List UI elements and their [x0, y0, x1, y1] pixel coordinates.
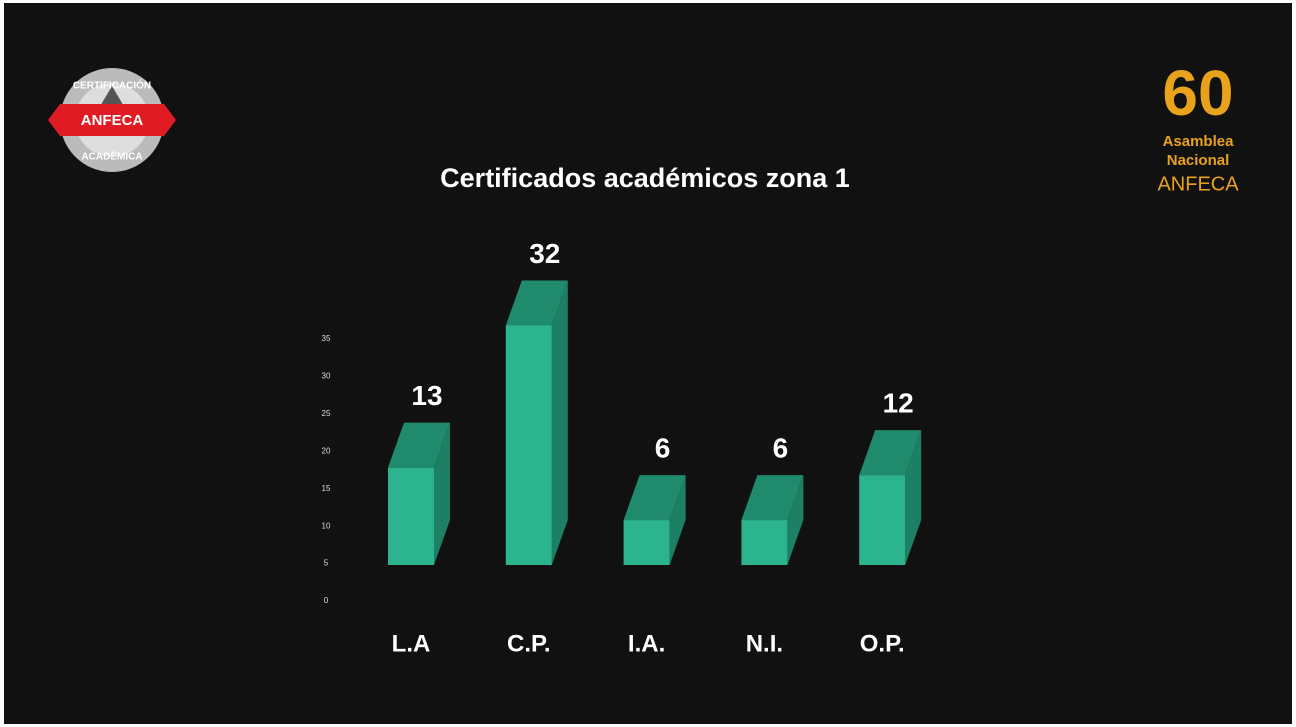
logo-band — [48, 104, 176, 136]
bar-side — [551, 280, 568, 565]
bar-side — [905, 430, 922, 565]
y-tick-label: 10 — [322, 521, 331, 530]
bar-side — [787, 475, 804, 565]
logo-text: ACADÉMICA — [81, 150, 142, 163]
logo-text: ANFECA — [81, 112, 144, 129]
logo-number: 60 — [1162, 57, 1233, 129]
left-logo: CERTIFICACIÓN ANFECA ACADÉMICA — [48, 68, 176, 172]
y-tick-label: 5 — [324, 559, 329, 568]
x-tick-label: N.I. — [746, 630, 783, 657]
x-tick-label: I.A. — [628, 630, 665, 657]
x-tick-label: C.P. — [507, 630, 551, 657]
bar-side — [669, 475, 686, 565]
background — [4, 3, 1292, 724]
bar-top — [388, 422, 450, 468]
x-tick-label: O.P. — [860, 630, 905, 657]
bar — [505, 325, 552, 565]
bar — [859, 475, 906, 565]
right-logo: 60 Asamblea Nacional ANFECA — [1157, 57, 1239, 195]
value-label: 6 — [773, 432, 789, 463]
bar-side — [434, 422, 450, 565]
logo-text: CERTIFICACIÓN — [73, 79, 151, 92]
bar — [623, 520, 670, 565]
value-label: 13 — [411, 380, 442, 411]
value-label: 32 — [529, 238, 560, 269]
bar-top — [505, 280, 568, 326]
chart-title: Certificados académicos zona 1 — [440, 163, 850, 193]
x-tick-label: L.A — [392, 630, 431, 657]
value-label: 12 — [883, 388, 914, 419]
logo-text: Asamblea — [1163, 133, 1235, 150]
y-tick-label: 30 — [322, 372, 331, 381]
bar — [741, 520, 788, 565]
y-tick-label: 25 — [322, 409, 331, 418]
y-tick-label: 20 — [322, 446, 331, 455]
value-label: 6 — [655, 432, 671, 463]
bar-top — [859, 430, 922, 476]
y-tick-label: 15 — [322, 484, 331, 493]
bar — [388, 467, 434, 565]
y-tick-label: 0 — [324, 596, 329, 605]
bar-top — [741, 475, 804, 521]
bar-top — [623, 475, 686, 521]
y-tick-label: 35 — [322, 334, 331, 343]
logo-text: ANFECA — [1157, 173, 1239, 195]
logo-text: Nacional — [1167, 152, 1230, 169]
